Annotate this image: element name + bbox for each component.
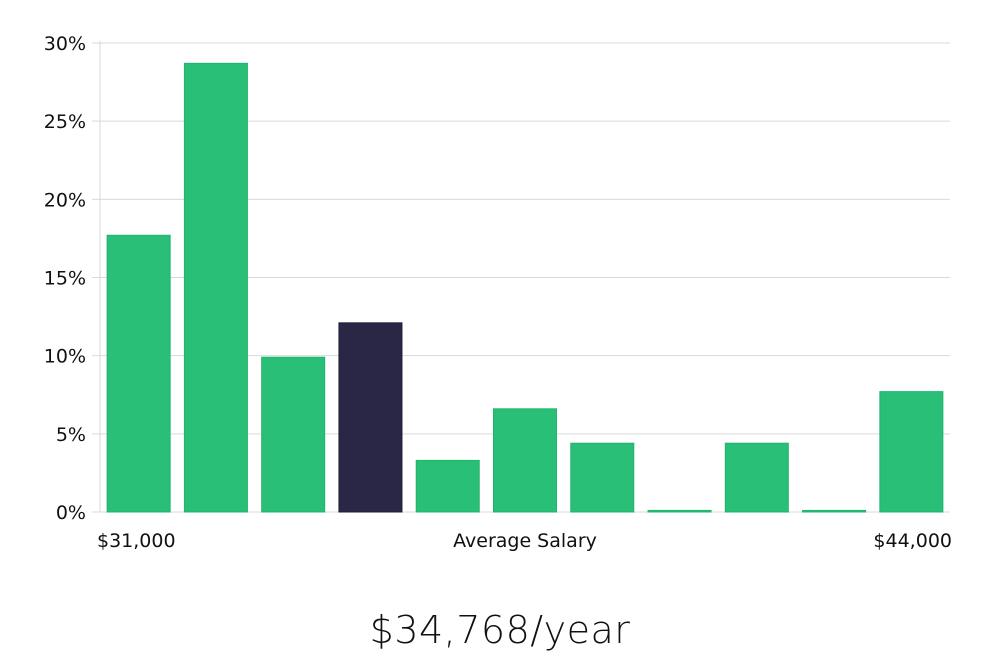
histogram-bar-highlight xyxy=(338,322,403,513)
histogram-bar xyxy=(106,234,171,513)
y-tick-label: 5% xyxy=(56,424,86,446)
histogram-bar xyxy=(570,442,635,513)
y-tick-label: 25% xyxy=(44,111,86,133)
x-axis-start-label: $31,000 xyxy=(97,530,176,552)
histogram-bar xyxy=(261,356,326,513)
y-tick-label: 15% xyxy=(44,268,86,290)
y-tick-labels: 0% 5% 10% 15% 20% 25% 30% xyxy=(44,33,86,524)
x-axis-title: Average Salary xyxy=(453,530,597,552)
histogram-bar xyxy=(879,391,944,513)
histogram-bar xyxy=(493,408,557,513)
average-salary-value: $34,768/year xyxy=(369,608,631,652)
histogram-bar xyxy=(802,509,867,513)
y-tick-label: 10% xyxy=(44,346,86,368)
histogram-bar xyxy=(415,459,480,513)
y-tick-label: 20% xyxy=(44,189,86,211)
histogram-bar xyxy=(647,509,712,513)
histogram-bar xyxy=(724,442,789,513)
x-axis-end-label: $44,000 xyxy=(873,530,952,552)
histogram-bar xyxy=(183,62,248,513)
y-tick-label: 0% xyxy=(56,502,86,524)
histogram-bars xyxy=(106,62,944,513)
y-tick-label: 30% xyxy=(44,33,86,55)
